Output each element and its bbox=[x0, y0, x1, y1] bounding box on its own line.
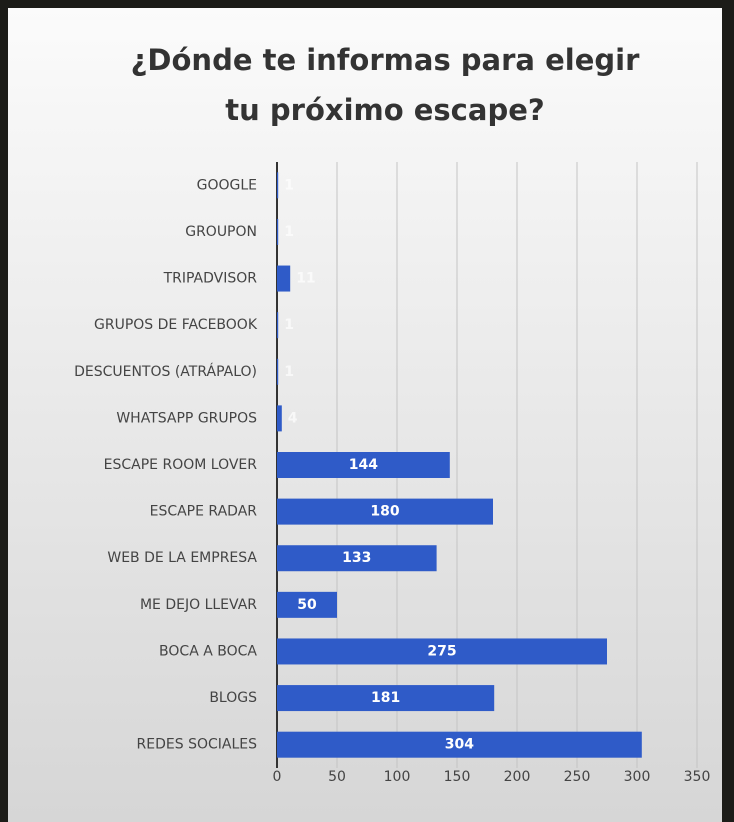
bar bbox=[277, 405, 282, 432]
x-tick-label: 100 bbox=[384, 769, 411, 785]
x-tick-label: 300 bbox=[624, 769, 651, 785]
bar bbox=[277, 312, 279, 339]
y-tick-label: TRIPADVISOR bbox=[163, 271, 258, 287]
y-tick-label: ESCAPE ROOM LOVER bbox=[104, 457, 258, 473]
y-tick-label: DESCUENTOS (ATRÁPALO) bbox=[74, 363, 257, 380]
value-label: 304 bbox=[445, 737, 474, 753]
value-label: 1 bbox=[284, 177, 294, 193]
value-label: 1 bbox=[284, 224, 294, 240]
value-label: 133 bbox=[342, 550, 371, 566]
y-tick-label: GOOGLE bbox=[197, 177, 257, 193]
value-label: 181 bbox=[371, 690, 400, 706]
y-tick-label: BLOGS bbox=[209, 690, 257, 706]
value-label: 1 bbox=[284, 364, 294, 380]
bar bbox=[277, 218, 279, 245]
y-tick-label: GRUPOS DE FACEBOOK bbox=[94, 317, 258, 333]
x-tick-label: 250 bbox=[564, 769, 591, 785]
bar bbox=[277, 172, 279, 199]
y-tick-label: ESCAPE RADAR bbox=[150, 504, 258, 520]
bar bbox=[277, 591, 337, 618]
bar bbox=[277, 265, 291, 292]
bar bbox=[277, 731, 642, 758]
y-tick-label: ME DEJO LLEVAR bbox=[140, 597, 257, 613]
y-tick-label: GROUPON bbox=[185, 224, 257, 240]
bar bbox=[277, 685, 495, 712]
y-tick-label: BOCA A BOCA bbox=[159, 643, 257, 659]
x-tick-label: 200 bbox=[504, 769, 531, 785]
value-label: 275 bbox=[427, 643, 456, 659]
x-tick-label: 350 bbox=[684, 769, 711, 785]
y-tick-label: REDES SOCIALES bbox=[137, 737, 258, 753]
value-label: 50 bbox=[297, 597, 317, 613]
x-tick-label: 50 bbox=[328, 769, 346, 785]
x-tick-label: 150 bbox=[444, 769, 471, 785]
chart-title: ¿Dónde te informas para elegir bbox=[131, 43, 640, 77]
bar bbox=[277, 545, 437, 572]
value-label: 11 bbox=[296, 271, 315, 287]
value-label: 1 bbox=[284, 317, 294, 333]
y-tick-label: WHATSAPP GRUPOS bbox=[116, 410, 257, 426]
bar bbox=[277, 498, 493, 525]
chart-title: tu próximo escape? bbox=[225, 93, 544, 127]
x-tick-label: 0 bbox=[273, 769, 282, 785]
bar bbox=[277, 452, 450, 478]
value-label: 4 bbox=[288, 410, 298, 426]
y-tick-label: WEB DE LA EMPRESA bbox=[107, 550, 257, 566]
value-label: 180 bbox=[370, 504, 399, 520]
bar bbox=[277, 638, 607, 665]
bar bbox=[277, 358, 279, 385]
value-label: 144 bbox=[349, 457, 378, 473]
